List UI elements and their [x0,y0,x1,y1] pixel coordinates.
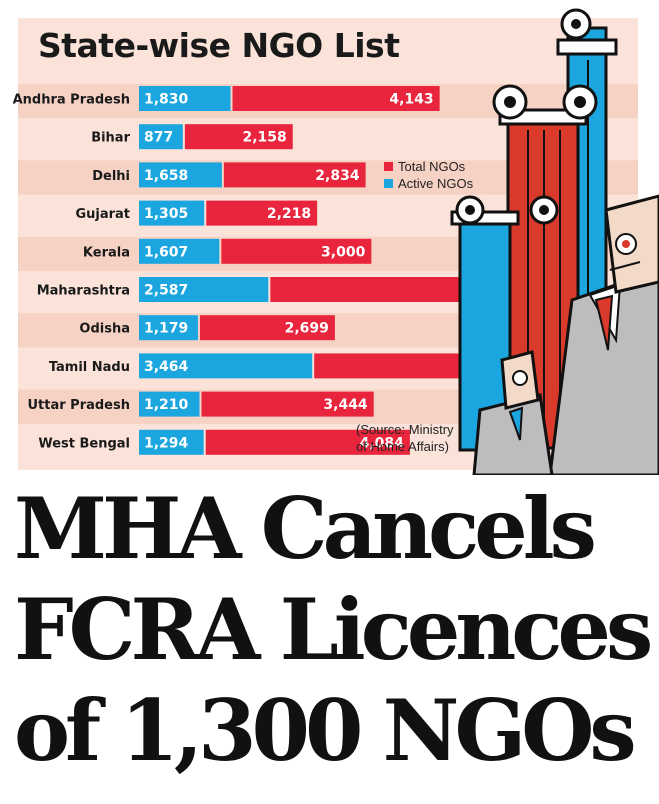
bar-row: Andhra Pradesh 1,830 4,143 [13,86,440,111]
active-swatch-icon [384,179,393,188]
total-value-label: 2,218 [267,206,311,222]
active-ngo-bar [139,353,313,379]
state-label: Gujarat [75,207,130,222]
total-ngo-bar [205,429,410,455]
total-value-label: 2,834 [315,168,360,184]
active-value-label: 1,830 [144,92,189,108]
bar-row: Delhi 1,658 2,834 [92,162,366,188]
source-note: (Source: Ministry of Home Affairs) [356,421,476,455]
bar-row: Kerala 1,607 3,000 [83,238,372,264]
total-ngo-bar [232,86,440,111]
active-ngo-bar [139,124,183,150]
active-ngo-bar [139,238,220,264]
active-ngo-bar [139,200,205,226]
total-value-label: 2,699 [285,321,329,337]
chart-title: State-wise NGO List [38,26,400,65]
total-value-label: 3,444 [323,397,368,413]
legend-active-label: Active NGOs [398,176,474,191]
headline: MHA Cancels FCRA Licences of 1,300 NGOs [14,478,654,781]
official-figures-illustration [450,8,659,475]
active-value-label: 3,464 [144,359,189,375]
state-label: Tamil Nadu [49,360,130,375]
total-ngo-bar [199,315,335,341]
active-ngo-bar [139,391,200,417]
source-line-2: of Home Affairs) [356,439,449,454]
active-value-label: 877 [144,130,173,146]
active-value-label: 1,658 [144,168,188,184]
active-value-label: 1,294 [144,435,189,451]
state-label: Maharashtra [37,284,130,299]
total-value-label: 2,158 [242,130,286,146]
bar-row: Bihar 877 2,158 [91,124,293,150]
total-value-label: 4,143 [389,92,433,108]
state-label: Kerala [83,245,130,260]
active-ngo-bar [139,429,204,455]
legend-total-label: Total NGOs [398,159,466,174]
bar-row: West Bengal 1,294 4,084 [38,429,410,455]
total-ngo-bar [184,124,293,150]
active-ngo-bar [139,162,222,188]
active-ngo-bar [139,315,198,341]
total-ngo-bar [221,238,372,264]
active-value-label: 1,210 [144,397,189,413]
state-label: Delhi [92,169,130,184]
source-line-1: (Source: Ministry [356,422,454,437]
total-value-label: 3,000 [321,244,366,260]
headline-line-2: FCRA Licences [14,580,653,679]
legend-item-active: Active NGOs [384,175,473,192]
active-ngo-bar [139,86,231,111]
active-value-label: 1,305 [144,206,188,222]
total-value-label: 4,084 [360,435,405,451]
total-ngo-bar [223,162,366,188]
state-label: Uttar Pradesh [27,398,130,413]
total-swatch-icon [384,162,393,171]
state-label: Odisha [79,322,130,337]
active-value-label: 1,607 [144,244,188,260]
headline-line-3: of 1,300 NGOs [14,681,637,780]
bar-row: Odisha 1,179 2,699 [79,315,335,341]
bar-row: Gujarat 1,305 2,218 [75,200,318,226]
active-value-label: 1,179 [144,321,188,337]
bar-row: Uttar Pradesh 1,210 3,444 [27,391,374,417]
legend: Total NGOs Active NGOs [384,158,473,192]
state-label: Andhra Pradesh [13,93,130,108]
total-ngo-bar [206,200,318,226]
active-value-label: 2,587 [144,283,188,299]
active-ngo-bar [139,277,269,302]
legend-item-total: Total NGOs [384,158,473,175]
state-label: West Bengal [38,436,130,451]
headline-line-1: MHA Cancels [14,479,597,578]
total-ngo-bar [201,391,374,417]
state-label: Bihar [91,131,130,146]
